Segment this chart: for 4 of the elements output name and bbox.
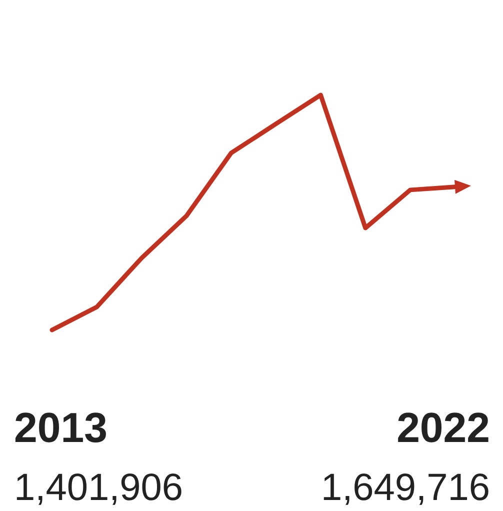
text: 2022 — [396, 404, 490, 451]
text: 1,649,716 — [320, 467, 490, 509]
text: 2013 — [14, 404, 108, 451]
text: 1,401,906 — [14, 467, 184, 509]
